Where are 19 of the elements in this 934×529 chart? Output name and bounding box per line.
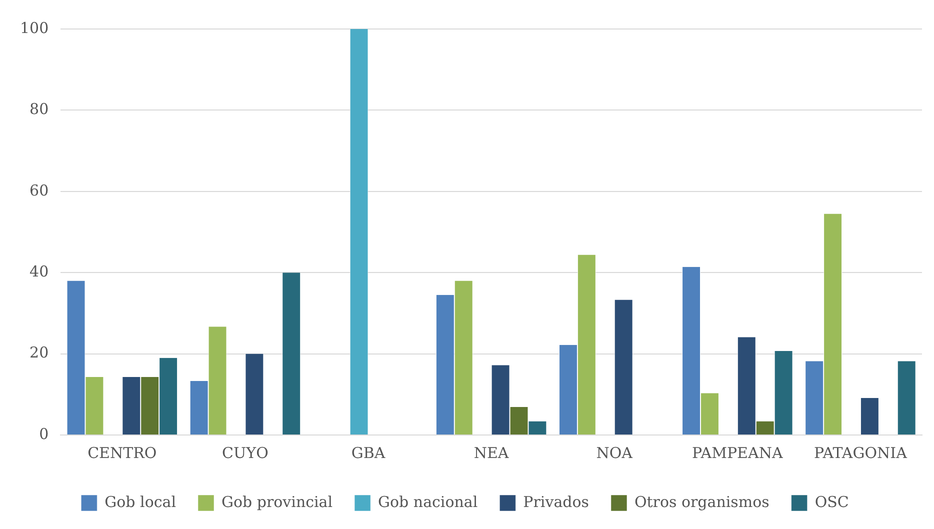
x-tick-label: CENTRO (88, 444, 157, 462)
legend-label: Gob provincial (221, 492, 333, 511)
y-tick-label: 80 (30, 100, 49, 118)
x-tick-label: CUYO (222, 444, 268, 462)
y-tick-label: 60 (30, 181, 49, 200)
y-tick-label: 40 (30, 262, 49, 280)
legend-label: Privados (523, 492, 589, 511)
legend-label: Otros organismos (634, 492, 770, 511)
x-tick-label: PAMPEANA (692, 444, 783, 462)
x-tick-label: PATAGONIA (814, 444, 908, 462)
legend-label: OSC (814, 492, 849, 511)
legend-label: Gob nacional (378, 492, 478, 511)
x-tick-label: GBA (351, 444, 386, 462)
x-tick-label: NEA (474, 444, 509, 462)
x-tick-label: NOA (596, 444, 633, 462)
y-tick-label: 20 (30, 344, 49, 362)
y-tick-label: 0 (39, 424, 49, 443)
legend-label: Gob local (104, 492, 176, 511)
y-tick-label: 100 (20, 18, 49, 37)
